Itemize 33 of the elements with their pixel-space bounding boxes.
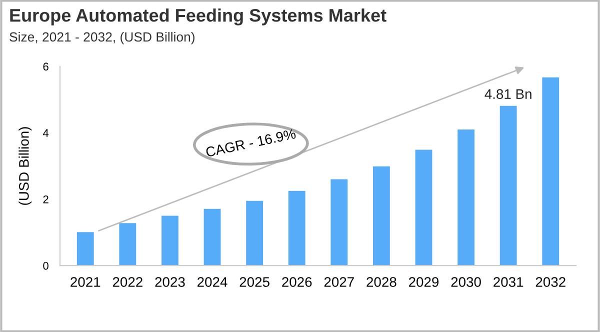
x-tick-label: 2032: [536, 277, 566, 287]
bar: [542, 77, 560, 266]
x-tick-label: 2023: [155, 277, 185, 287]
x-tick-label: 2021: [70, 277, 100, 287]
bar: [162, 216, 178, 266]
x-tick-label: 2031: [494, 277, 524, 287]
x-tick-label: 2022: [112, 277, 142, 287]
bar: [119, 223, 136, 266]
y-tick-label: 0: [43, 262, 48, 270]
bar: [288, 190, 306, 266]
x-tick-label: 2027: [324, 277, 354, 287]
x-tick-label: 2026: [282, 277, 312, 287]
x-tick-label: 2029: [408, 277, 439, 287]
y-tick-label: 2: [43, 195, 48, 204]
data-label: 4.81 Bn: [484, 89, 532, 99]
x-tick-label: 2024: [198, 277, 228, 287]
bar: [330, 179, 348, 266]
x-tick-label: 2025: [240, 277, 270, 287]
y-tick-label: 6: [43, 62, 48, 71]
bar: [372, 166, 390, 266]
bar: [246, 200, 264, 266]
bar: [76, 232, 94, 266]
y-axis-title: (USD Billion): [18, 127, 32, 205]
bar: [204, 208, 221, 266]
chart-subtitle: Size, 2021 - 2032, (USD Billion): [10, 32, 194, 44]
bar: [500, 106, 517, 266]
y-tick-label: 4: [42, 129, 49, 137]
bar: [458, 129, 474, 266]
annotation: CAGR - 16.9%: [205, 128, 296, 158]
x-tick-label: 2030: [451, 277, 481, 287]
x-tick-label: 2028: [366, 277, 396, 287]
bar: [415, 150, 432, 266]
chart-title: Europe Automated Feeding Systems Market: [10, 8, 386, 26]
